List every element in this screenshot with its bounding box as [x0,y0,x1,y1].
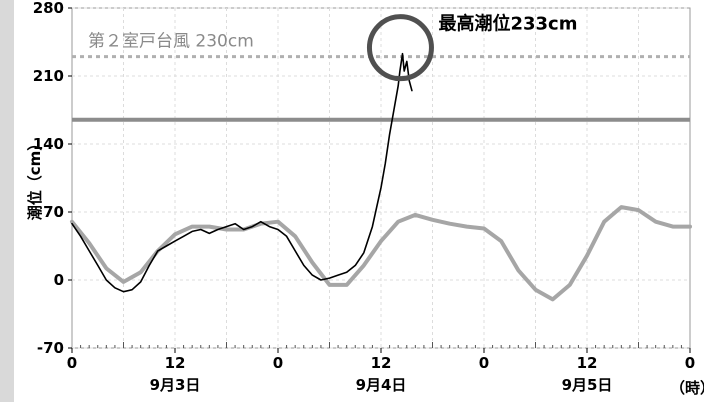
day-label: 9月4日 [356,376,407,394]
x-unit-label: （時） [670,379,704,397]
y-tick-label: 210 [33,67,64,85]
y-tick-label: 140 [33,135,64,153]
x-tick-label: 0 [273,354,283,372]
y-tick-label: 280 [33,0,64,17]
x-tick-label: 0 [479,354,489,372]
day-label: 9月3日 [150,376,201,394]
peak-circle [366,14,434,82]
x-tick-label: 12 [165,354,186,372]
y-tick-label: 0 [54,271,64,289]
reference-lines: 第２室戸台風 230cm [72,32,690,122]
series-line-predicted [70,205,692,302]
x-tick-label: 0 [67,354,77,372]
x-tick-label: 12 [577,354,598,372]
day-labels: 9月3日 9月4日 9月5日 [150,376,613,394]
x-tick-label: 12 [371,354,392,372]
day-label: 9月5日 [562,376,613,394]
series-line-observed [71,52,413,293]
reference-line-label-0: 第２室戸台風 230cm [88,32,254,52]
x-axis-ticks: 0 12 0 12 0 12 0 [67,342,695,372]
grid-layer [72,7,690,349]
peak-label: 最高潮位233cm [438,13,577,35]
series-layer [70,52,692,302]
left-edge-strip [0,0,14,402]
y-axis-label: 潮位（cm） [26,136,44,221]
x-tick-label: 0 [685,354,695,372]
peak-annotation: 最高潮位233cm [366,13,577,82]
y-tick-label: 70 [43,203,64,221]
y-tick-label: -70 [37,339,64,357]
y-axis-ticks: -70 0 70 140 210 280 [33,0,72,357]
